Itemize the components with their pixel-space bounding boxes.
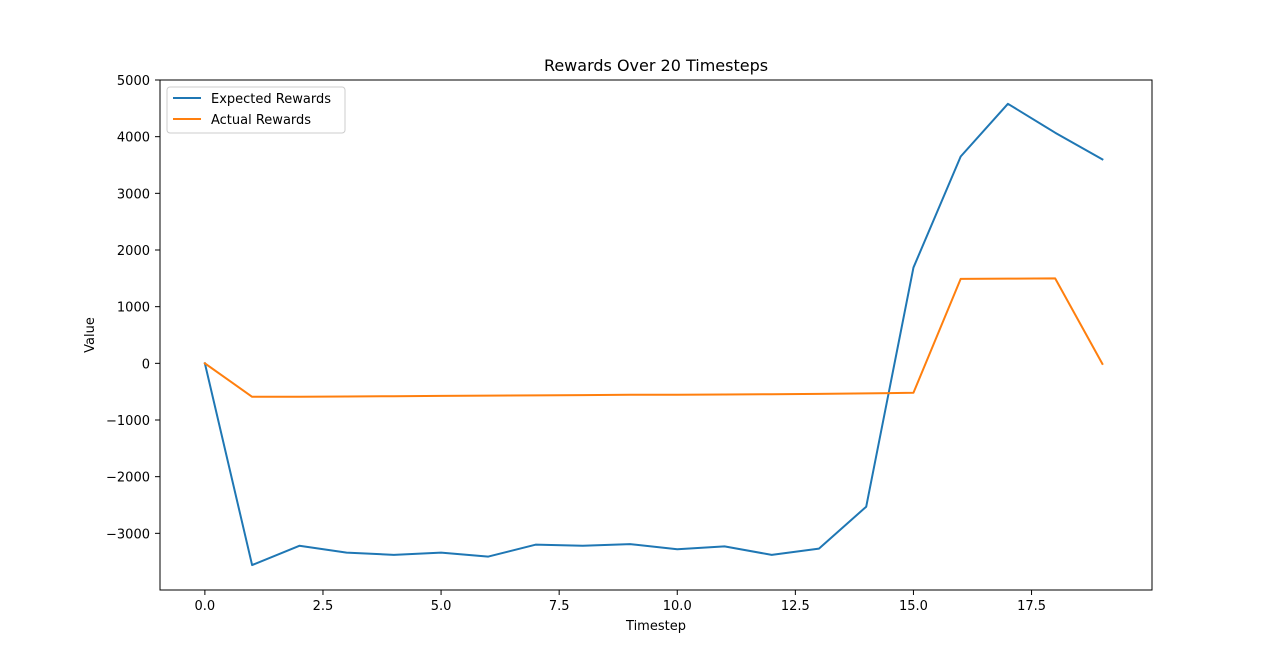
- x-tick-label: 15.0: [899, 599, 928, 614]
- series-line-expected-rewards: [203, 102, 1104, 567]
- x-tick-label: 17.5: [1017, 599, 1046, 614]
- y-tick-label: 4000: [117, 131, 150, 146]
- y-tick-label: 5000: [117, 74, 150, 89]
- y-tick-label: 1000: [117, 301, 150, 316]
- x-tick-label: 7.5: [549, 599, 570, 614]
- series-layer: [203, 102, 1104, 567]
- x-tick-label: 5.0: [431, 599, 452, 614]
- legend-label-expected-rewards: Expected Rewards: [211, 92, 331, 107]
- axes-layer: 0.0 2.5 5.0 7.5 10.0 12.5 15.0 17.5 −3000 −2000 −1…: [106, 74, 1046, 614]
- x-tick-label: 0.0: [195, 599, 216, 614]
- legend-frame: [166, 86, 346, 134]
- series-line-actual-rewards: [203, 277, 1104, 398]
- x-tick-label: 10.0: [663, 599, 692, 614]
- chart-title: Rewards Over 20 Timesteps: [544, 56, 768, 75]
- x-tick-label: 2.5: [313, 599, 334, 614]
- y-tick-label: −2000: [106, 471, 150, 486]
- plot-frame: [159, 79, 1153, 591]
- legend-label-actual-rewards: Actual Rewards: [211, 113, 311, 128]
- y-tick-label: 3000: [117, 187, 150, 202]
- y-tick-label: 0: [142, 357, 150, 372]
- x-axis-label: Timestep: [625, 619, 686, 634]
- y-tick-label: −1000: [106, 414, 150, 429]
- y-axis-label: Value: [83, 317, 98, 353]
- x-tick-label: 12.5: [781, 599, 810, 614]
- legend: Expected Rewards Actual Rewards: [166, 86, 346, 134]
- y-tick-label: 2000: [117, 244, 150, 259]
- plot-area: [160, 80, 1152, 590]
- y-tick-label: −3000: [106, 527, 150, 542]
